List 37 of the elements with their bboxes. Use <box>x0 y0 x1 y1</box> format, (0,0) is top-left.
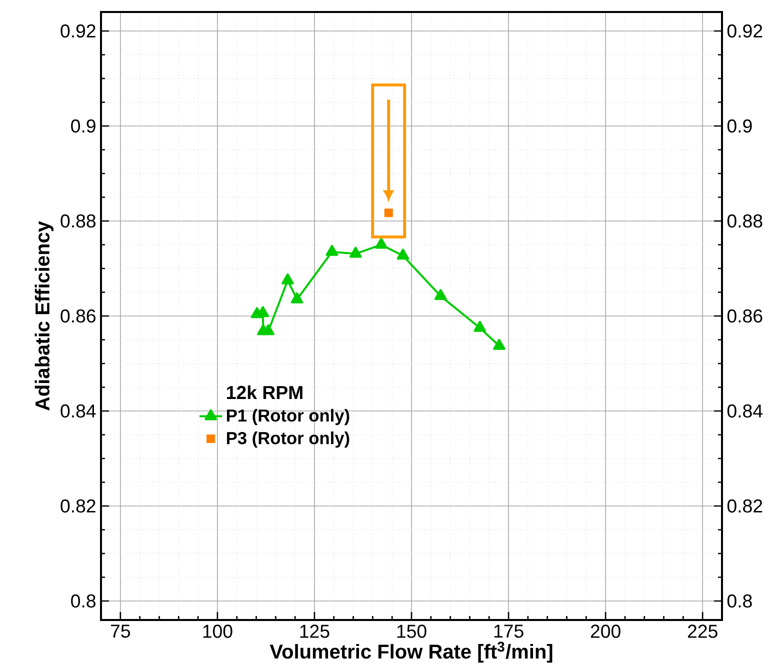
legend-label: P3 (Rotor only) <box>226 432 350 448</box>
x-tick-label: 75 <box>110 624 130 638</box>
point <box>375 238 388 249</box>
y2-tick-label: 0.8 <box>727 594 752 608</box>
point <box>281 273 294 284</box>
x-tick-label: 200 <box>590 624 620 638</box>
point <box>493 338 506 350</box>
point <box>290 292 304 304</box>
y2-tick-label: 0.9 <box>727 119 752 133</box>
x-axis-title: Volumetric Flow Rate [ft$^{3}$/min] <box>270 642 552 663</box>
point <box>396 248 410 260</box>
x-tick-label: 125 <box>300 624 330 638</box>
y2-tick-label: 0.92 <box>727 24 762 38</box>
legend-label: P1 (Rotor only) <box>226 408 350 426</box>
point <box>474 320 486 332</box>
point <box>384 208 393 218</box>
y-tick-label: 0.9 <box>71 119 96 133</box>
point <box>326 244 338 256</box>
x-tick-label: 175 <box>494 624 524 638</box>
x-tick-label: 150 <box>397 624 426 638</box>
y2-tick-label: 0.88 <box>727 214 762 228</box>
y-tick-label: 0.84 <box>60 404 96 418</box>
y-tick-label: 0.86 <box>60 309 96 323</box>
y-tick-label: 0.8 <box>71 594 96 608</box>
point <box>434 289 447 300</box>
point <box>349 246 362 258</box>
point <box>262 324 274 336</box>
x-tick-label: 225 <box>688 624 718 638</box>
y-tick-label: 0.82 <box>60 499 96 513</box>
y2-tick-label: 0.84 <box>727 404 762 418</box>
x-tick-label: 100 <box>203 624 232 638</box>
legend-title: 12k RPM <box>227 385 302 399</box>
y2-tick-label: 0.86 <box>727 309 762 323</box>
y-tick-label: 0.88 <box>60 214 96 228</box>
y-axis-title: Adiabatic Efficiency <box>34 221 54 411</box>
y-tick-label: 0.92 <box>60 24 96 38</box>
y2-tick-label: 0.82 <box>727 499 762 513</box>
